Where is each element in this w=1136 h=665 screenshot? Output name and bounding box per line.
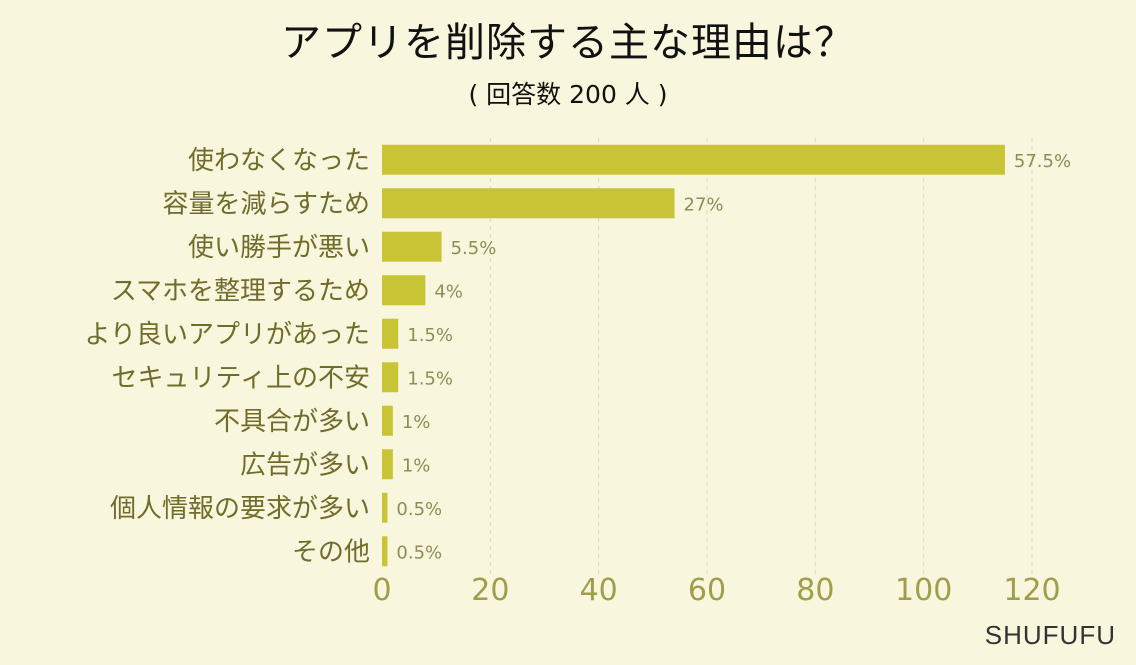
bar — [382, 275, 426, 306]
value-label: 1% — [402, 455, 431, 476]
chart-subtitle: ( 回答数 200 人 ) — [468, 80, 668, 109]
bar — [382, 188, 675, 219]
bar — [382, 536, 388, 567]
bar — [382, 405, 393, 436]
bar — [382, 449, 393, 480]
value-label: 0.5% — [396, 499, 442, 520]
x-tick-label: 20 — [471, 573, 509, 608]
value-label: 0.5% — [396, 542, 442, 563]
value-label: 1.5% — [407, 368, 453, 389]
bar — [382, 362, 399, 393]
x-tick-label: 120 — [1003, 573, 1060, 608]
brand-watermark: SHUFUFU — [984, 620, 1116, 650]
category-label: セキュリティ上の不安 — [112, 363, 370, 393]
category-label: 使わなくなった — [188, 146, 370, 176]
x-tick-label: 100 — [895, 573, 952, 608]
x-tick-label: 80 — [796, 573, 834, 608]
value-label: 57.5% — [1014, 151, 1071, 172]
value-label: 4% — [434, 281, 463, 302]
bar — [382, 318, 399, 349]
value-label: 1% — [402, 412, 431, 433]
bar — [382, 492, 388, 523]
x-tick-label: 40 — [580, 573, 618, 608]
bar — [382, 144, 1005, 175]
value-label: 1.5% — [407, 325, 453, 346]
x-tick-label: 60 — [688, 573, 726, 608]
category-label: より良いアプリがあった — [85, 320, 370, 350]
value-label: 27% — [684, 194, 724, 215]
chart-title: アプリを削除する主な理由は？ — [281, 20, 855, 66]
bar — [382, 231, 442, 262]
category-label: スマホを整理するため — [111, 276, 370, 306]
category-label: 広告が多い — [240, 450, 370, 480]
category-label: 容量を減らすため — [163, 189, 370, 219]
category-label: その他 — [292, 537, 370, 567]
category-label: 不具合が多い — [214, 407, 370, 437]
x-tick-label: 0 — [372, 573, 391, 608]
category-label: 個人情報の要求が多い — [110, 494, 370, 524]
category-label: 使い勝手が悪い — [188, 233, 370, 263]
value-label: 5.5% — [451, 238, 497, 259]
